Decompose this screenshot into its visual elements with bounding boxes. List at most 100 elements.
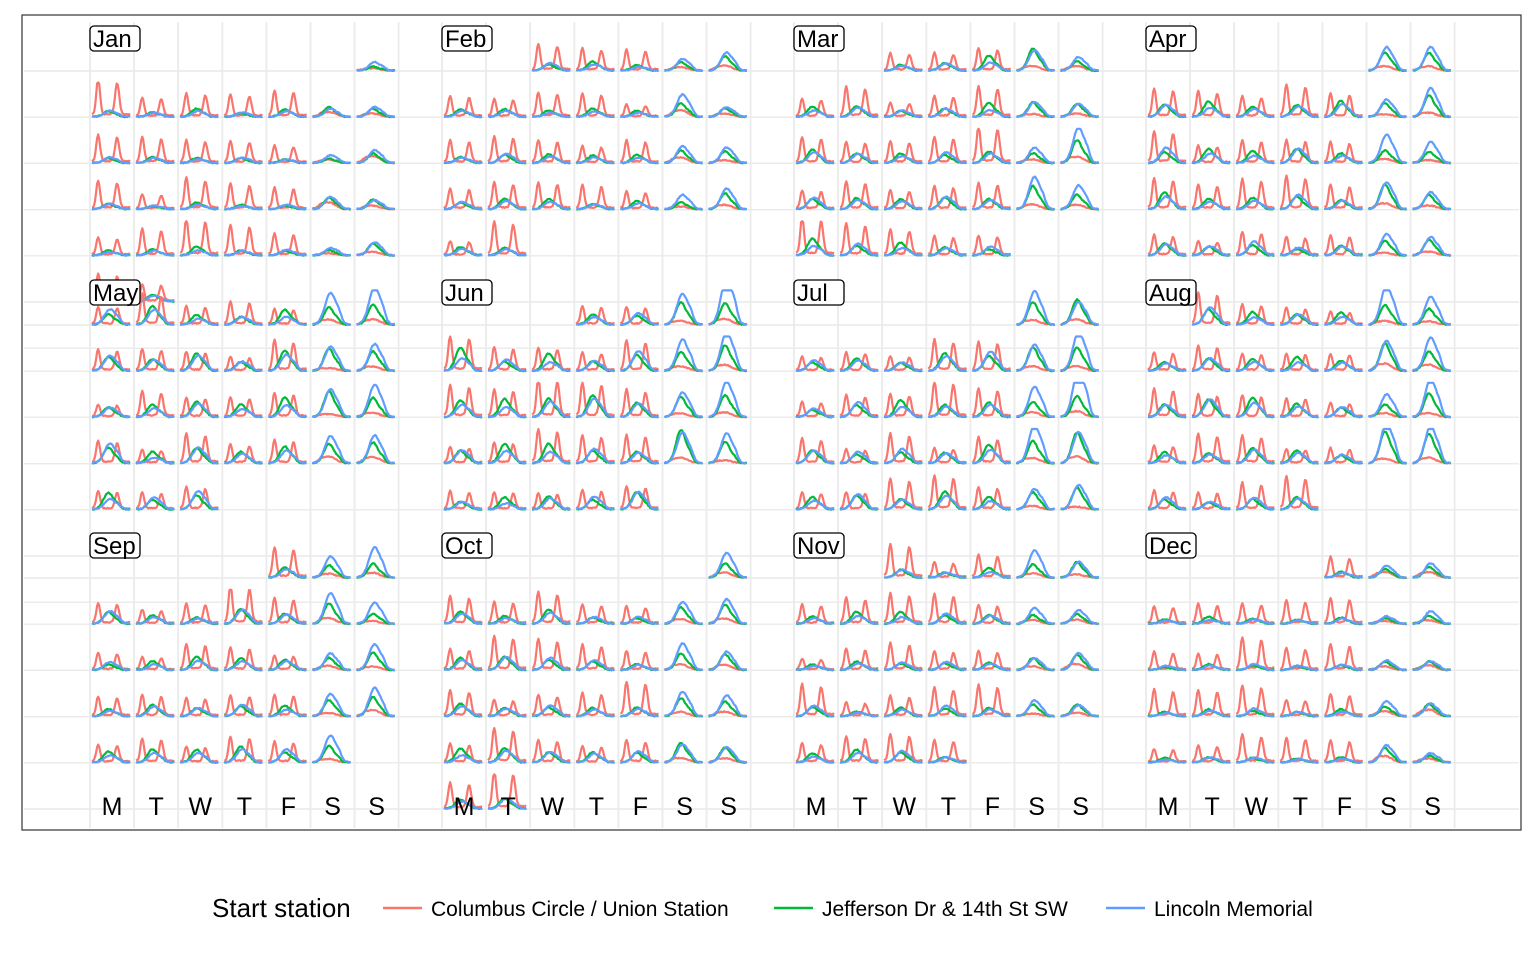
series-line	[1235, 732, 1275, 763]
series-line	[179, 249, 219, 257]
month-label: Apr	[1145, 25, 1197, 53]
series-line	[1016, 657, 1055, 672]
series-line	[620, 156, 659, 165]
series-line	[971, 61, 1011, 73]
series-line	[1367, 699, 1407, 718]
series-line	[927, 755, 967, 764]
series-line	[1191, 664, 1231, 672]
series-line	[620, 663, 659, 672]
series-line	[135, 358, 175, 372]
series-line	[1016, 343, 1055, 372]
series-line	[1016, 698, 1056, 718]
series-line	[532, 738, 571, 763]
series-line	[1280, 246, 1319, 257]
weekday-tick-label: S	[1072, 793, 1089, 821]
series-line	[443, 200, 483, 211]
series-line	[1368, 181, 1407, 211]
series-line	[708, 650, 747, 672]
series-line	[180, 203, 219, 211]
series-line	[268, 693, 308, 717]
month-label-box	[793, 532, 845, 559]
series-line	[179, 489, 219, 511]
series-line	[971, 350, 1012, 373]
series-line	[708, 106, 747, 119]
series-line	[1191, 152, 1231, 165]
series-line	[267, 203, 307, 211]
series-line	[1147, 758, 1187, 764]
series-line	[1279, 193, 1319, 211]
series-line	[356, 303, 396, 326]
series-line	[1411, 427, 1451, 465]
month-label-text: Feb	[445, 26, 486, 53]
series-line	[91, 609, 131, 625]
series-line	[1060, 127, 1100, 165]
weekday-tick-label: T	[941, 793, 956, 821]
series-line	[223, 407, 263, 419]
series-line	[971, 152, 1012, 165]
series-line	[268, 109, 307, 119]
series-line	[1323, 617, 1363, 626]
series-line	[487, 449, 527, 465]
weekday-tick-label: T	[237, 793, 252, 821]
month-label-text: Jan	[93, 26, 132, 53]
legend-title: Start station	[212, 893, 351, 923]
month-label: Mar	[793, 25, 845, 53]
month-label: Dec	[1145, 532, 1197, 560]
series-line	[1368, 743, 1407, 764]
series-line	[224, 452, 263, 465]
series-line	[1324, 571, 1364, 579]
series-line	[356, 105, 396, 119]
series-line	[91, 753, 131, 764]
series-line	[531, 360, 571, 373]
series-line	[663, 338, 703, 373]
series-line	[91, 250, 131, 257]
series-line	[1280, 405, 1319, 419]
series-line	[91, 709, 131, 718]
series-line	[1147, 619, 1187, 626]
month-label: Jan	[89, 25, 141, 53]
series-line	[91, 406, 131, 419]
series-line	[928, 660, 967, 672]
series-line	[312, 246, 352, 257]
month-label-text: Apr	[1149, 26, 1186, 53]
series-line	[1147, 146, 1187, 165]
series-line	[443, 705, 483, 718]
series-line	[224, 111, 263, 119]
weekday-tick-label: T	[589, 793, 604, 821]
weekday-tick-label: S	[720, 793, 737, 821]
weekday-tick-label: T	[149, 793, 164, 821]
series-line	[1323, 245, 1363, 257]
series-line	[1060, 394, 1100, 418]
series-line	[1368, 658, 1407, 672]
series-line	[531, 427, 571, 463]
series-line	[664, 57, 704, 73]
series-line	[179, 176, 219, 209]
series-line	[928, 107, 967, 119]
series-line	[488, 358, 527, 373]
weekday-tick-label: T	[853, 793, 868, 821]
series-line	[1059, 608, 1099, 626]
series-line	[1368, 289, 1407, 326]
series-line	[91, 81, 131, 116]
series-line	[443, 383, 483, 417]
series-line	[1060, 301, 1100, 326]
series-line	[487, 726, 527, 762]
series-line	[708, 381, 748, 419]
series-line	[135, 406, 175, 419]
series-line	[708, 551, 748, 579]
series-line	[1368, 427, 1407, 465]
series-line	[1412, 190, 1451, 211]
series-line	[884, 154, 923, 165]
series-line	[267, 232, 307, 256]
series-line	[1015, 427, 1055, 465]
series-line	[1279, 664, 1319, 672]
series-line	[972, 614, 1011, 626]
series-line	[1191, 244, 1231, 257]
series-line	[1191, 398, 1231, 419]
series-line	[312, 345, 351, 373]
weekday-tick-label: S	[676, 793, 693, 821]
series-line	[91, 109, 131, 119]
legend-label: Jefferson Dr & 14th St SW	[822, 898, 1068, 921]
month-label-box	[441, 532, 493, 559]
series-line	[619, 111, 659, 119]
